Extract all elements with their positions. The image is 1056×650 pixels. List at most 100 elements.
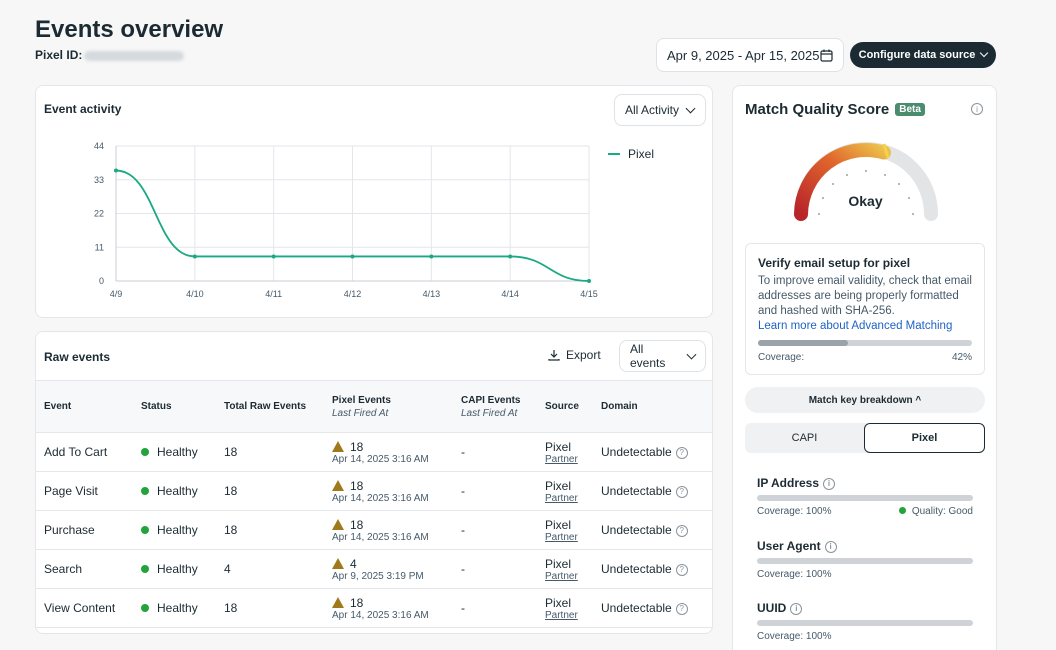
event-activity-title: Event activity — [44, 102, 122, 116]
table-row[interactable]: Page Visit Healthy 18 18 Apr 14, 2025 3:16 A… — [36, 471, 712, 511]
table-header-row: Event Status Total Raw Events Pixel Even… — [36, 380, 712, 433]
chevron-down-icon — [980, 48, 989, 58]
tab-pixel[interactable]: Pixel — [864, 423, 985, 453]
info-icon[interactable]: i — [823, 477, 836, 490]
verify-title: Verify email setup for pixel — [758, 256, 911, 270]
domain-cell: Undetectable? — [593, 432, 712, 472]
events-filter-dropdown[interactable]: All events — [619, 340, 706, 372]
match-key-coverage: Coverage: 100% — [757, 506, 832, 517]
y-tick-label: 44 — [94, 141, 104, 151]
pixel-events-cell: 18 Apr 14, 2025 3:16 AM — [324, 432, 453, 472]
status-text: Healthy — [157, 445, 198, 459]
domain-value: Undetectable — [601, 445, 672, 459]
configure-data-source-button[interactable]: Configure data source — [850, 42, 996, 68]
source-partner-link[interactable]: Partner — [545, 531, 578, 543]
y-tick-label: 33 — [94, 175, 104, 185]
help-icon[interactable]: ? — [675, 524, 688, 537]
data-point — [271, 254, 276, 259]
advanced-matching-link[interactable]: Learn more about Advanced Matching — [758, 320, 953, 332]
source-partner-link[interactable]: Partner — [545, 609, 578, 621]
source-partner-link[interactable]: Partner — [545, 570, 578, 582]
tab-capi[interactable]: CAPI — [791, 432, 818, 444]
source-name: Pixel — [545, 439, 572, 454]
col-pixel-sub: Last Fired At — [332, 407, 389, 419]
info-icon[interactable]: i — [824, 540, 837, 553]
pixel-last-fired: Apr 14, 2025 3:16 AM — [332, 531, 429, 543]
source-partner-link[interactable]: Partner — [545, 492, 578, 504]
warning-icon — [332, 479, 344, 491]
info-icon[interactable]: i — [790, 602, 803, 615]
table-row[interactable]: View Content Healthy 18 18 Apr 14, 2025 3:16… — [36, 588, 712, 628]
help-icon[interactable]: ? — [675, 563, 688, 576]
col-source: Source — [537, 380, 593, 433]
domain-value: Undetectable — [601, 523, 672, 537]
y-tick-label: 11 — [95, 242, 104, 252]
status-cell: Healthy — [133, 432, 216, 472]
pixel-count: 18 — [350, 478, 364, 493]
events-filter-label: All events — [630, 342, 666, 370]
source-name: Pixel — [545, 556, 572, 571]
data-point — [192, 254, 197, 259]
source-tabs: CAPI Pixel — [745, 423, 985, 453]
status-text: Healthy — [157, 523, 198, 537]
match-key-coverage: Coverage: 100% — [757, 569, 832, 580]
col-capi: CAPI Events Last Fired At — [453, 380, 537, 433]
data-point — [429, 254, 434, 259]
info-icon[interactable]: i — [971, 103, 983, 115]
domain-cell: Undetectable? — [593, 549, 712, 589]
domain-value: Undetectable — [601, 601, 672, 615]
event-name: View Content — [36, 588, 133, 628]
match-key-name: UUID — [757, 601, 787, 615]
help-icon[interactable]: ? — [675, 485, 688, 498]
pixel-count: 18 — [350, 595, 364, 610]
pixel-count: 18 — [350, 439, 364, 454]
help-icon[interactable]: ? — [675, 446, 688, 459]
status-cell: Healthy — [133, 588, 216, 628]
match-key-ip: IP Address i Coverage: 100% Quality: Good — [757, 476, 973, 517]
legend-label: Pixel — [628, 147, 655, 161]
event-name: Add To Cart — [36, 432, 133, 472]
warning-icon — [332, 440, 344, 452]
capi-events: - — [453, 510, 537, 550]
table-row[interactable]: Add To Cart Healthy 18 18 Apr 14, 2025 3:16 … — [36, 432, 712, 472]
table-row[interactable]: Search Healthy 4 4 Apr 9, 2025 3:19 PM - Pixel… — [36, 549, 712, 589]
data-point — [587, 279, 591, 283]
warning-icon — [332, 557, 344, 569]
export-label: Export — [566, 348, 601, 362]
chart-legend: Pixel — [608, 147, 654, 161]
match-key-quality: Quality: Good — [898, 506, 973, 517]
pixel-events-cell: 18 Apr 14, 2025 3:16 AM — [324, 510, 453, 550]
activity-filter-label: All Activity — [625, 103, 680, 117]
status-text: Healthy — [157, 484, 198, 498]
status-cell: Healthy — [133, 510, 216, 550]
help-icon[interactable]: ? — [675, 602, 688, 615]
data-point — [508, 254, 513, 259]
event-activity-chart: 0 11 22 33 44 4/9 4/10 4/11 4/12 4/13 4/14 4/15 — [94, 141, 598, 299]
col-capi-label: CAPI Events — [461, 394, 521, 406]
match-key-breakdown-button[interactable]: Match key breakdown ^ — [745, 387, 985, 413]
total-raw-events: 18 — [216, 510, 324, 550]
capi-events: - — [453, 588, 537, 628]
export-button[interactable]: Export — [548, 348, 601, 362]
data-point — [114, 168, 118, 173]
activity-filter-dropdown[interactable]: All Activity — [614, 94, 706, 126]
breakdown-label: Match key breakdown ^ — [808, 394, 922, 406]
date-range-picker[interactable]: Apr 9, 2025 - Apr 15, 2025 — [656, 38, 844, 72]
total-raw-events: 4 — [216, 549, 324, 589]
status-dot — [141, 487, 149, 495]
raw-events-title: Raw events — [44, 350, 111, 364]
source-name: Pixel — [545, 517, 572, 532]
pixel-last-fired: Apr 14, 2025 3:16 AM — [332, 609, 429, 621]
source-partner-link[interactable]: Partner — [545, 453, 578, 465]
pixel-id-value-redacted — [84, 50, 185, 61]
pixel-count: 18 — [350, 517, 364, 532]
pixel-events-cell: 4 Apr 9, 2025 3:19 PM — [324, 549, 453, 589]
total-raw-events: 18 — [216, 471, 324, 511]
table-row[interactable]: Purchase Healthy 18 18 Apr 14, 2025 3:16 AM -… — [36, 510, 712, 550]
source-cell: Pixel Partner — [537, 510, 593, 550]
coverage-bar — [758, 340, 972, 346]
domain-cell: Undetectable? — [593, 588, 712, 628]
col-pixel-label: Pixel Events — [332, 394, 391, 406]
status-cell: Healthy — [133, 471, 216, 511]
status-dot — [141, 565, 149, 573]
